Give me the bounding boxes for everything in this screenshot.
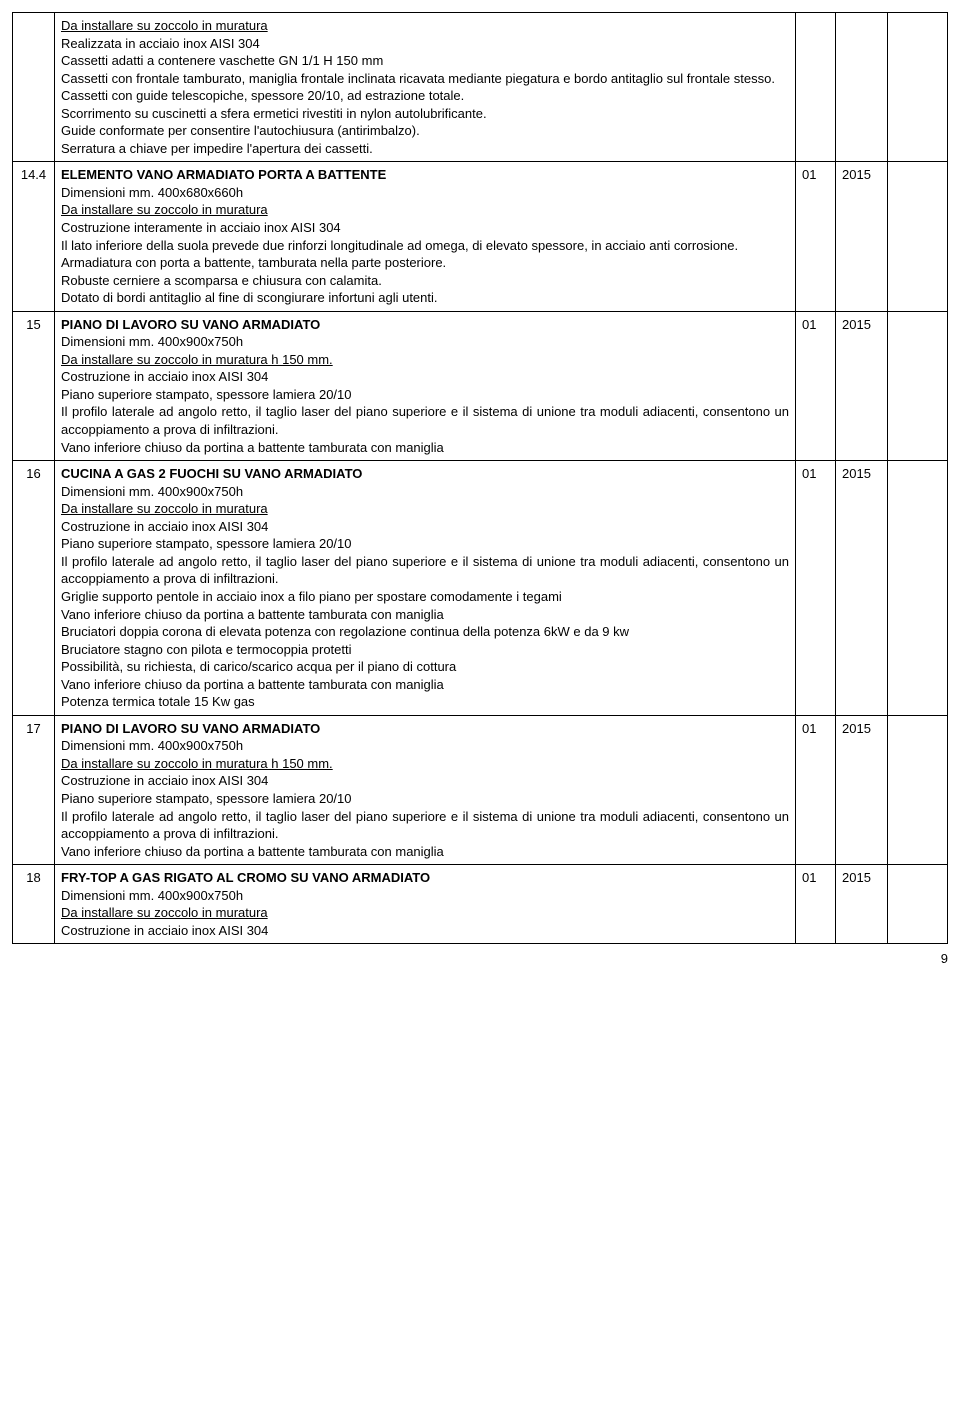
body-line: Guide conformate per consentire l'autoch… [61, 122, 789, 140]
body-line: Vano inferiore chiuso da portina a batte… [61, 676, 789, 694]
row-number: 16 [13, 461, 55, 716]
body-line: Costruzione in acciaio inox AISI 304 [61, 772, 789, 790]
body-line: Armadiatura con porta a battente, tambur… [61, 254, 789, 272]
table-row: 17PIANO DI LAVORO SU VANO ARMADIATODimen… [13, 715, 948, 864]
item-dimensions: Dimensioni mm. 400x900x750h [61, 737, 789, 755]
row-blank [888, 865, 948, 944]
row-number: 15 [13, 311, 55, 460]
body-line: Bruciatori doppia corona di elevata pote… [61, 623, 789, 641]
body-line: Costruzione interamente in acciaio inox … [61, 219, 789, 237]
page-number: 9 [12, 950, 948, 968]
body-line: Robuste cerniere a scomparsa e chiusura … [61, 272, 789, 290]
install-note: Da installare su zoccolo in muratura [61, 904, 789, 922]
row-blank [888, 715, 948, 864]
table-row: 14.4ELEMENTO VANO ARMADIATO PORTA A BATT… [13, 162, 948, 311]
item-dimensions: Dimensioni mm. 400x900x750h [61, 483, 789, 501]
body-line: Piano superiore stampato, spessore lamie… [61, 535, 789, 553]
row-description: CUCINA A GAS 2 FUOCHI SU VANO ARMADIATOD… [55, 461, 796, 716]
row-number: 14.4 [13, 162, 55, 311]
body-line: Griglie supporto pentole in acciaio inox… [61, 588, 789, 606]
body-line: Realizzata in acciaio inox AISI 304 [61, 35, 789, 53]
body-line: Piano superiore stampato, spessore lamie… [61, 386, 789, 404]
row-year [836, 13, 888, 162]
body-line: Costruzione in acciaio inox AISI 304 [61, 922, 789, 940]
body-line: Cassetti con guide telescopiche, spessor… [61, 87, 789, 105]
body-line: Scorrimento su cuscinetti a sfera ermeti… [61, 105, 789, 123]
body-line: Cassetti adatti a contenere vaschette GN… [61, 52, 789, 70]
row-blank [888, 13, 948, 162]
row-description: Da installare su zoccolo in muraturaReal… [55, 13, 796, 162]
row-qty: 01 [796, 715, 836, 864]
body-line: Vano inferiore chiuso da portina a batte… [61, 843, 789, 861]
install-note: Da installare su zoccolo in muratura [61, 17, 789, 35]
table-row: Da installare su zoccolo in muraturaReal… [13, 13, 948, 162]
row-description: FRY-TOP A GAS RIGATO AL CROMO SU VANO AR… [55, 865, 796, 944]
row-description: ELEMENTO VANO ARMADIATO PORTA A BATTENTE… [55, 162, 796, 311]
row-qty: 01 [796, 865, 836, 944]
row-qty: 01 [796, 162, 836, 311]
row-blank [888, 311, 948, 460]
item-dimensions: Dimensioni mm. 400x900x750h [61, 333, 789, 351]
item-dimensions: Dimensioni mm. 400x900x750h [61, 887, 789, 905]
row-year: 2015 [836, 715, 888, 864]
item-title: PIANO DI LAVORO SU VANO ARMADIATO [61, 720, 789, 738]
body-line: Vano inferiore chiuso da portina a batte… [61, 606, 789, 624]
install-note: Da installare su zoccolo in muratura h 1… [61, 351, 789, 369]
row-year: 2015 [836, 311, 888, 460]
install-note: Da installare su zoccolo in muratura [61, 201, 789, 219]
row-qty: 01 [796, 461, 836, 716]
row-qty [796, 13, 836, 162]
body-line: Serratura a chiave per impedire l'apertu… [61, 140, 789, 158]
table-row: 16CUCINA A GAS 2 FUOCHI SU VANO ARMADIAT… [13, 461, 948, 716]
row-year: 2015 [836, 461, 888, 716]
item-title: ELEMENTO VANO ARMADIATO PORTA A BATTENTE [61, 166, 789, 184]
body-line: Dotato di bordi antitaglio al fine di sc… [61, 289, 789, 307]
row-description: PIANO DI LAVORO SU VANO ARMADIATODimensi… [55, 311, 796, 460]
row-blank [888, 162, 948, 311]
row-number [13, 13, 55, 162]
item-dimensions: Dimensioni mm. 400x680x660h [61, 184, 789, 202]
row-qty: 01 [796, 311, 836, 460]
body-line: Possibilità, su richiesta, di carico/sca… [61, 658, 789, 676]
item-title: FRY-TOP A GAS RIGATO AL CROMO SU VANO AR… [61, 869, 789, 887]
install-note: Da installare su zoccolo in muratura h 1… [61, 755, 789, 773]
body-line: Il profilo laterale ad angolo retto, il … [61, 808, 789, 843]
row-year: 2015 [836, 865, 888, 944]
row-year: 2015 [836, 162, 888, 311]
install-note: Da installare su zoccolo in muratura [61, 500, 789, 518]
body-line: Potenza termica totale 15 Kw gas [61, 693, 789, 711]
body-line: Vano inferiore chiuso da portina a batte… [61, 439, 789, 457]
row-description: PIANO DI LAVORO SU VANO ARMADIATODimensi… [55, 715, 796, 864]
table-row: 15PIANO DI LAVORO SU VANO ARMADIATODimen… [13, 311, 948, 460]
body-line: Il profilo laterale ad angolo retto, il … [61, 403, 789, 438]
row-blank [888, 461, 948, 716]
spec-table: Da installare su zoccolo in muraturaReal… [12, 12, 948, 944]
body-line: Il profilo laterale ad angolo retto, il … [61, 553, 789, 588]
table-row: 18 FRY-TOP A GAS RIGATO AL CROMO SU VANO … [13, 865, 948, 944]
body-line: Costruzione in acciaio inox AISI 304 [61, 368, 789, 386]
body-line: Cassetti con frontale tamburato, manigli… [61, 70, 789, 88]
row-number: 17 [13, 715, 55, 864]
item-title: PIANO DI LAVORO SU VANO ARMADIATO [61, 316, 789, 334]
body-line: Il lato inferiore della suola prevede du… [61, 237, 789, 255]
body-line: Costruzione in acciaio inox AISI 304 [61, 518, 789, 536]
row-number: 18 [13, 865, 55, 944]
body-line: Piano superiore stampato, spessore lamie… [61, 790, 789, 808]
item-title: CUCINA A GAS 2 FUOCHI SU VANO ARMADIATO [61, 465, 789, 483]
body-line: Bruciatore stagno con pilota e termocopp… [61, 641, 789, 659]
